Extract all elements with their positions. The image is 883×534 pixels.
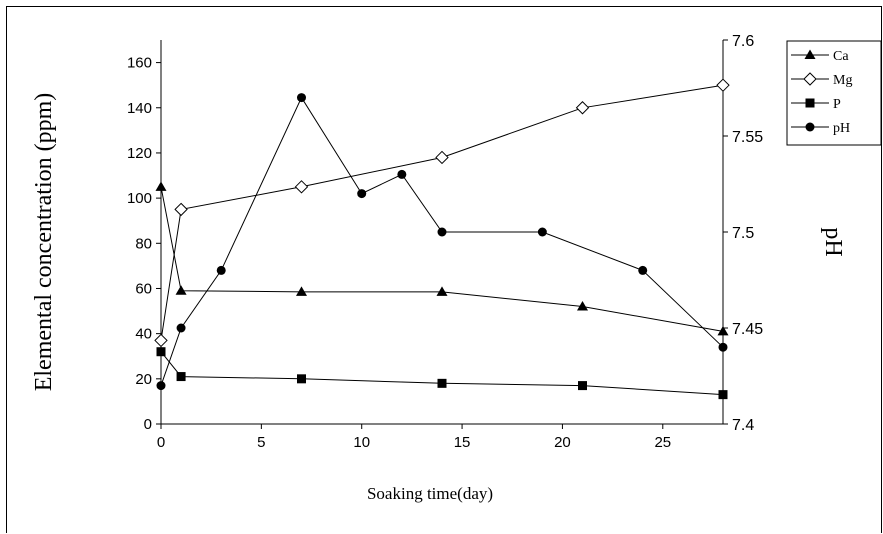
x-tick-label: 0 <box>157 434 165 451</box>
data-point-mg <box>154 333 168 348</box>
data-point-ph <box>437 227 447 237</box>
legend-label: P <box>833 97 841 112</box>
right-tick-label: 7.5 <box>732 225 754 242</box>
data-point-ph <box>718 342 728 352</box>
data-point-ca <box>717 325 729 336</box>
legend-item-ca: Ca <box>791 49 849 64</box>
right-axis-ticks: 7.4 7.45 7.5 7.55 7.6 <box>723 33 763 434</box>
left-tick-label: 80 <box>135 235 152 252</box>
left-tick-label: 40 <box>135 326 152 343</box>
data-point-mg <box>174 202 188 217</box>
data-point-ca <box>436 286 448 296</box>
data-point-ca <box>155 181 167 191</box>
x-tick-label: 25 <box>654 434 671 451</box>
data-point-ph <box>156 381 166 391</box>
legend-marker <box>803 72 817 86</box>
data-point-mg <box>294 180 309 194</box>
right-tick-label: 7.6 <box>732 33 754 50</box>
data-point-ca <box>296 286 307 296</box>
series-line-ph <box>160 96 724 386</box>
x-axis-title: Soaking time(day) <box>367 484 493 503</box>
data-point-ph <box>638 265 648 275</box>
legend-marker <box>804 49 816 59</box>
data-point-ph <box>176 323 186 333</box>
data-point-p <box>156 347 166 357</box>
left-axis-ticks: 0 20 40 60 80 100 120 140 160 <box>127 55 161 433</box>
data-point-p <box>176 372 186 382</box>
right-tick-label: 7.45 <box>732 321 763 338</box>
data-point-ca <box>175 285 187 295</box>
legend-label: Mg <box>833 73 852 88</box>
data-point-ph <box>397 169 407 179</box>
data-point-mg <box>575 101 590 115</box>
left-tick-label: 120 <box>127 145 152 162</box>
data-point-ph <box>297 93 306 103</box>
data-point-mg <box>435 150 449 165</box>
right-tick-label: 7.55 <box>732 129 763 146</box>
right-tick-label: 7.4 <box>732 417 754 434</box>
x-tick-label: 10 <box>353 434 370 451</box>
series-layer <box>154 78 730 400</box>
left-tick-label: 100 <box>127 190 152 207</box>
left-tick-label: 20 <box>135 371 152 388</box>
series-ca <box>155 181 729 336</box>
data-point-p <box>718 390 728 400</box>
legend-marker <box>805 122 815 132</box>
chart-frame <box>6 6 882 533</box>
legend-label: pH <box>833 121 850 136</box>
legend-marker <box>805 98 815 108</box>
data-point-p <box>437 378 447 388</box>
legend-item-ph: pH <box>791 121 850 136</box>
legend: Ca Mg PpH <box>786 40 882 146</box>
legend-item-p: P <box>791 97 841 112</box>
x-tick-label: 20 <box>554 434 571 451</box>
series-ph <box>156 93 728 391</box>
legend-item-mg: Mg <box>791 72 852 88</box>
data-point-ph <box>357 189 367 199</box>
left-tick-label: 0 <box>144 416 152 433</box>
x-tick-label: 15 <box>454 434 471 451</box>
series-line-p <box>160 351 724 396</box>
legend-box <box>786 40 882 146</box>
data-point-p <box>578 381 587 391</box>
series-p <box>156 347 728 400</box>
left-tick-label: 60 <box>135 280 152 297</box>
left-tick-label: 140 <box>127 100 152 117</box>
y2-axis-title: pH <box>820 227 846 256</box>
x-axis-ticks: 0 5 10 15 20 25 <box>157 424 671 451</box>
data-point-ph <box>537 227 547 237</box>
y-axis-title: Elemental concentration (ppm) <box>31 93 57 392</box>
left-tick-label: 160 <box>127 55 152 72</box>
series-mg <box>154 78 730 348</box>
x-tick-label: 5 <box>257 434 265 451</box>
series-line-ca <box>160 186 724 332</box>
data-point-p <box>297 374 306 384</box>
data-point-ph <box>216 265 226 275</box>
series-line-mg <box>160 84 724 341</box>
data-point-mg <box>716 78 730 92</box>
data-point-ca <box>577 301 588 311</box>
legend-label: Ca <box>833 49 849 64</box>
